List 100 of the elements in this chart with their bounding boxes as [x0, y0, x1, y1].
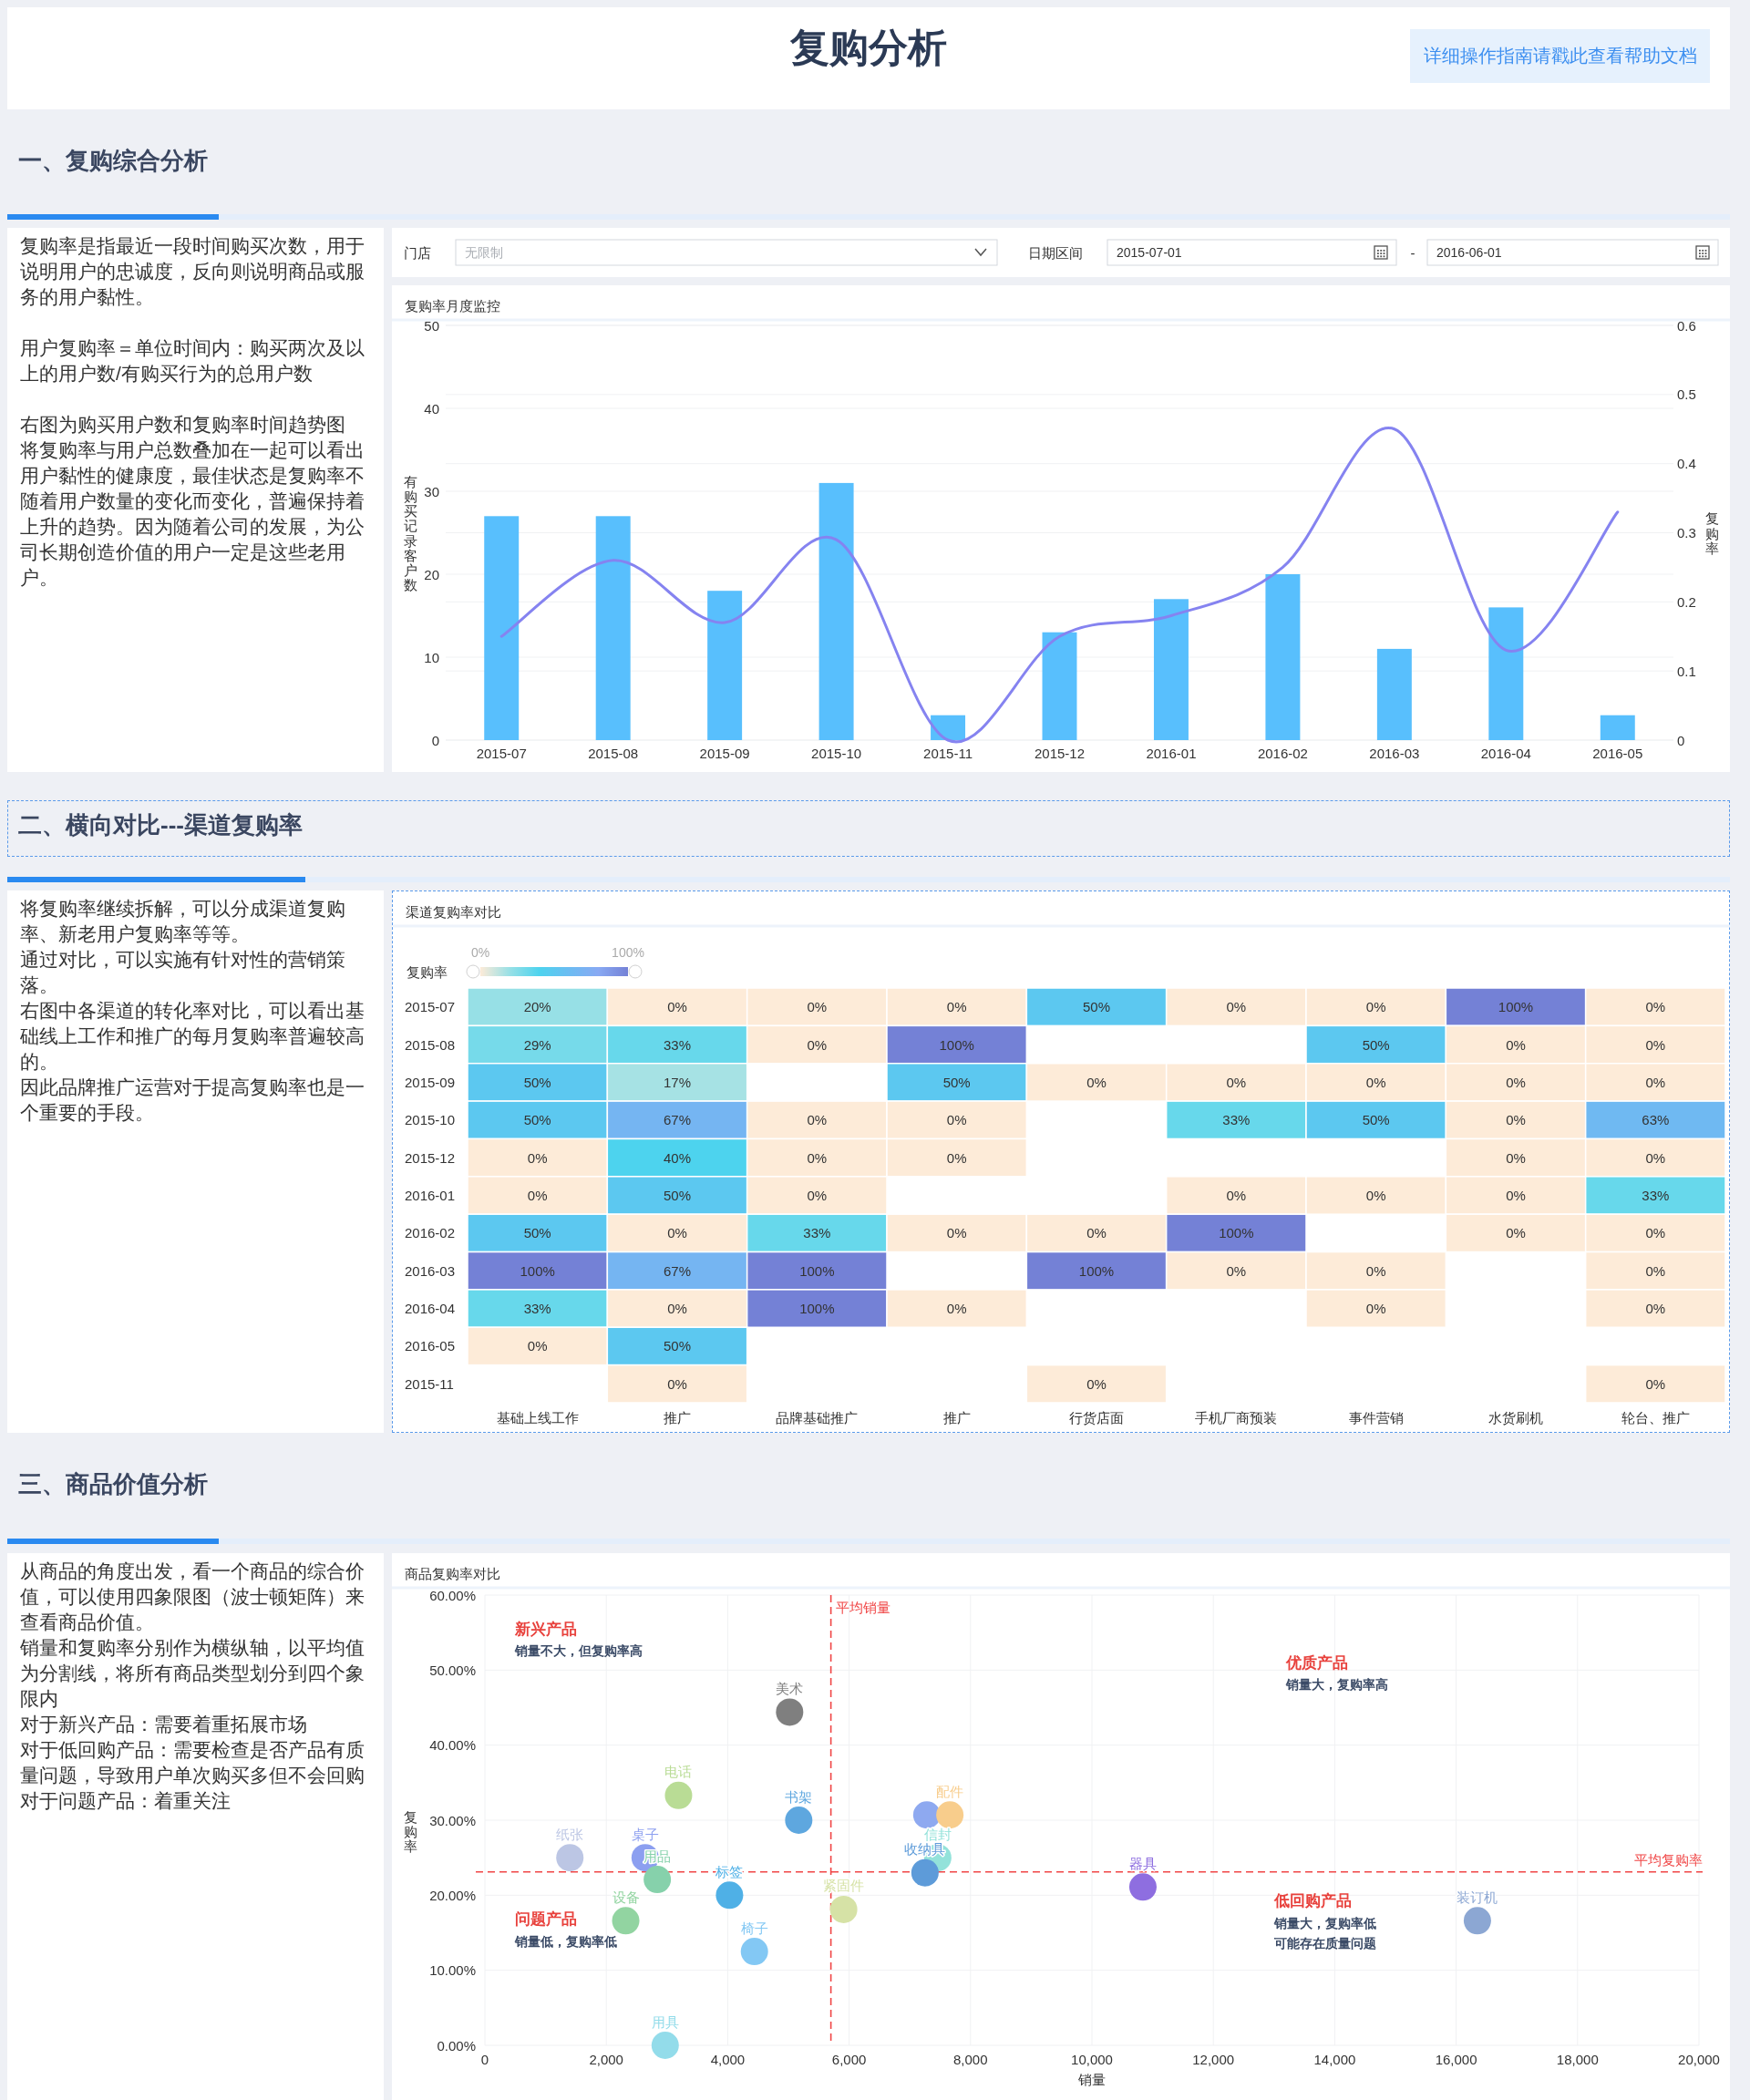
data-label: 0%	[1645, 999, 1666, 1015]
data-label: 0%	[1365, 1262, 1386, 1279]
y-tick-label: 2016-03	[405, 1262, 456, 1279]
series-label: 用具	[651, 2013, 679, 2030]
bar	[818, 482, 854, 740]
annotation: 新兴产品	[514, 1620, 578, 1638]
data-label: 0%	[1226, 1188, 1247, 1203]
y-axis-title: 复购率	[403, 1808, 417, 1854]
y2-tick-label: 0.6	[1677, 317, 1696, 334]
text: 因此品牌推广运营对于提高复购率也是一个重要的手段。	[20, 1076, 365, 1125]
y-tick-label: 20	[424, 566, 439, 582]
color-bar-title: 复购率	[407, 963, 448, 980]
chart-title: 商品复购率对比	[405, 1565, 500, 1581]
y2-tick-label: 0	[1677, 732, 1685, 748]
data-label: 0%	[1365, 1188, 1386, 1203]
data-label: 0%	[1365, 1074, 1386, 1090]
x-tick-label: 2015-09	[699, 745, 750, 761]
text: 对于低回购产品：需要检查是否产品有质量问题，导致用户单次购买多但不会回购	[20, 1738, 365, 1787]
x-tick-label: 18,000	[1556, 2051, 1599, 2067]
annotation: 销量低，复购率低	[514, 1933, 618, 1949]
y-tick-label: 2015-11	[405, 1375, 454, 1392]
data-label: 50%	[523, 1225, 551, 1241]
x-tick-label: 10,000	[1071, 2051, 1113, 2067]
text: 销量和复购率分别作为横纵轴，以平均值为分割线，将所有商品类型划分到四个象限内	[20, 1636, 365, 1711]
text: 右图中各渠道的转化率对比，可以看出基础线上工作和推广的每月复购率普遍较高的。	[20, 999, 365, 1074]
data-label: 0%	[946, 1225, 967, 1241]
series-label: 信封	[923, 1826, 952, 1842]
text: 从商品的角度出发，看一个商品的综合价值，可以使用四象限图（波士顿矩阵）来查看商品价值。	[20, 1560, 365, 1634]
point	[1128, 1873, 1157, 1901]
data-label: 0%	[1645, 1036, 1666, 1053]
point	[715, 1881, 744, 1910]
y2-tick-label: 0.4	[1677, 456, 1696, 472]
data-label: 0%	[1365, 999, 1386, 1015]
line-series	[499, 427, 1620, 742]
data-label: 67%	[663, 1112, 692, 1128]
series-label: 装订机	[1457, 1889, 1498, 1905]
text: 将复购率继续拆解，可以分成渠道复购率、新老用户复购率等等。	[20, 897, 346, 946]
text: 详细操作指南请戳此查看帮助文档	[1410, 29, 1710, 83]
y-tick-label: 2015-12	[405, 1149, 456, 1166]
data-label: 33%	[1642, 1188, 1670, 1203]
y2-tick-label: 0.1	[1677, 663, 1696, 679]
data-label: 20%	[523, 999, 551, 1015]
data-label: 0%	[807, 1149, 828, 1166]
x-tick-label: 2015-11	[923, 745, 973, 761]
text: 2015-07-01	[1117, 245, 1182, 260]
data-label: 0%	[1645, 1149, 1666, 1166]
data-label: 100%	[520, 1262, 555, 1279]
point	[776, 1698, 804, 1726]
annotation: 优质产品	[1285, 1653, 1349, 1672]
data-label: 0%	[1086, 1375, 1107, 1392]
text: 日期区间	[1028, 244, 1083, 261]
data-label: 33%	[663, 1036, 692, 1053]
data-label: 0%	[946, 1149, 967, 1166]
x-tick-label: 手机厂商预装	[1195, 1409, 1278, 1426]
text: 三、商品价值分析	[18, 1469, 208, 1499]
data-label: 0%	[1645, 1262, 1666, 1279]
point	[740, 1938, 768, 1966]
point	[911, 1858, 939, 1887]
data-label: 0%	[527, 1188, 548, 1203]
series-label: 桌子	[631, 1826, 659, 1842]
data-label: 50%	[663, 1188, 692, 1203]
y-tick-label: 30.00%	[429, 1812, 476, 1828]
ref-line-label: 平均复购率	[1634, 1852, 1703, 1868]
annotation: 销量大，复购率高	[1285, 1677, 1389, 1693]
bar	[595, 516, 631, 740]
data-label: 0%	[1506, 1188, 1526, 1203]
y-tick-label: 60.00%	[429, 1587, 476, 1603]
data-label: 0%	[1645, 1301, 1666, 1317]
text: 2016-06-01	[1436, 245, 1502, 260]
data-label: 40%	[663, 1149, 692, 1166]
series-label: 书架	[785, 1788, 813, 1805]
y-tick-label: 0	[431, 732, 439, 748]
data-label: 50%	[663, 1338, 692, 1354]
x-tick-label: 14,000	[1313, 2051, 1356, 2067]
bar	[707, 591, 743, 740]
x-tick-label: 2016-01	[1146, 745, 1197, 761]
y-tick-label: 2016-04	[405, 1301, 456, 1317]
series-label: 器具	[1128, 1855, 1157, 1871]
data-label: 0%	[807, 999, 828, 1015]
bar	[1265, 574, 1301, 740]
data-label: 0%	[527, 1338, 548, 1354]
x-tick-label: 8,000	[953, 2051, 988, 2067]
x-axis-title: 销量	[1077, 2071, 1106, 2087]
data-label: 100%	[939, 1036, 974, 1053]
y-tick-label: 50.00%	[429, 1662, 476, 1678]
series-label: 椅子	[740, 1920, 768, 1936]
x-tick-label: 6,000	[831, 2051, 867, 2067]
point	[651, 2032, 679, 2059]
chart-title: 复购率月度监控	[405, 297, 500, 314]
series-label: 紧固件	[823, 1878, 865, 1894]
text: 对于新兴产品：需要着重拓展市场	[20, 1713, 308, 1736]
text: 门店	[404, 244, 431, 261]
data-label: 0%	[946, 1112, 967, 1128]
annotation: 可能存在质量问题	[1272, 1935, 1376, 1951]
data-label: 0%	[667, 999, 687, 1015]
data-label: 100%	[1219, 1225, 1254, 1241]
y-tick-label: 2016-05	[405, 1338, 456, 1354]
y-tick-label: 10.00%	[429, 1962, 476, 1979]
data-label: 50%	[1082, 999, 1111, 1015]
data-label: 33%	[523, 1301, 551, 1317]
